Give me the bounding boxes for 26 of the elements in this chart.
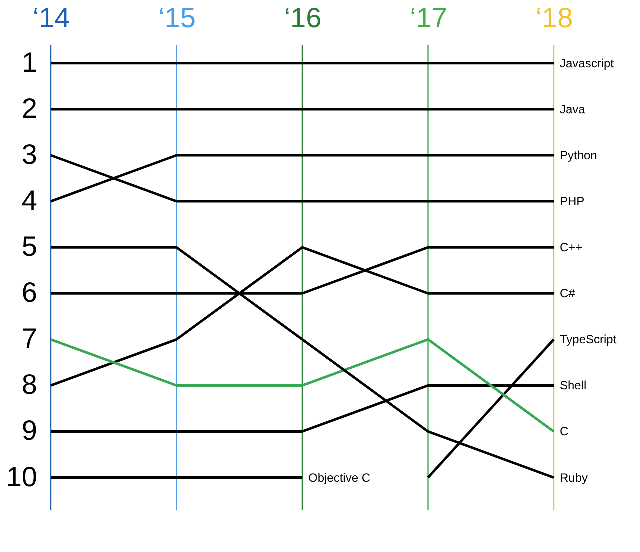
y-tick-label: 7 [22,323,38,354]
series-label: Java [560,102,586,116]
series-label: Shell [560,378,587,393]
series-label: Objective C [308,470,371,485]
x-tick-label: ‘14 [32,2,70,34]
y-tick-label: 5 [22,231,38,262]
y-tick-label: 4 [22,185,38,216]
y-tick-label: 3 [22,138,38,170]
x-tick-label: ‘17 [410,2,448,34]
x-tick-label: ‘18 [536,2,574,34]
y-tick-label: 1 [22,46,38,78]
x-tick-label: ‘16 [284,2,322,34]
series-label: C# [560,286,576,301]
series-label: C [560,424,569,439]
series-label: Javascript [560,56,615,70]
y-tick-label: 2 [22,92,38,124]
series-label: Ruby [560,470,588,485]
series-label: C++ [560,240,583,255]
series-label: TypeScript [560,332,618,347]
series-label: PHP [560,194,585,209]
y-tick-label: 9 [22,415,38,446]
y-tick-label: 6 [22,277,38,308]
y-tick-label: 8 [22,369,38,400]
y-tick-label: 10 [6,461,38,492]
x-tick-label: ‘15 [158,2,196,34]
series-label: Python [560,148,598,162]
